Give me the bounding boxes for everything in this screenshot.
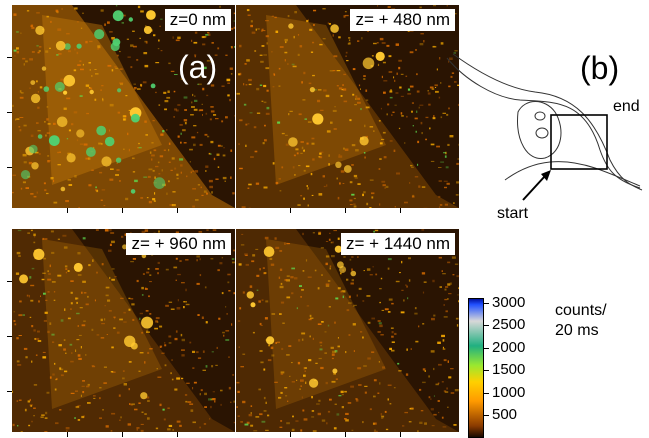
colorbar-tick — [484, 302, 489, 304]
z-label-480: z= + 480 nm — [350, 9, 455, 31]
cell-outline-lower — [504, 161, 641, 187]
colorbar-tick — [484, 392, 489, 394]
colorbar-tick-label: 2000 — [492, 338, 526, 356]
colorbar-tick — [484, 325, 489, 327]
image-z960-canvas — [12, 229, 235, 432]
scan-region-box — [550, 114, 608, 170]
nucleus-outline — [517, 101, 562, 159]
image-z480: z= + 480 nm — [236, 5, 459, 208]
colorbar-tick-label: 500 — [492, 406, 518, 424]
panel-b-label: (b) — [580, 50, 620, 86]
colorbar-tick — [484, 415, 489, 417]
colorbar-unit-line1: counts/ — [555, 302, 607, 319]
cell-outline-inner — [452, 53, 643, 191]
colorbar — [468, 298, 484, 438]
cell-sketch — [446, 53, 643, 201]
start-arrow-line — [522, 175, 546, 201]
colorbar-tick-label: 1000 — [492, 383, 526, 401]
nucleolus-1 — [534, 111, 546, 121]
colorbar-tick-label: 1500 — [492, 361, 526, 379]
colorbar-tick — [484, 347, 489, 349]
image-z1440-canvas — [236, 229, 459, 432]
image-z0: z=0 nm (a) — [12, 5, 235, 208]
image-z1440: z= + 1440 nm — [236, 229, 459, 432]
image-z960: z= + 960 nm — [12, 229, 235, 432]
z-label-1440: z= + 1440 nm — [341, 233, 455, 255]
start-label: start — [497, 205, 529, 222]
colorbar-tick-label: 3000 — [492, 293, 526, 311]
nucleolus-2 — [535, 127, 549, 139]
colorbar-tick — [484, 370, 489, 372]
colorbar-unit-line2: 20 ms — [555, 322, 599, 339]
panel-a-label: (a) — [178, 49, 218, 85]
colorbar-tick-label: 2500 — [492, 316, 526, 334]
image-z0-canvas — [12, 5, 235, 208]
image-z480-canvas — [236, 5, 459, 208]
cell-outline-outer — [446, 57, 641, 189]
start-arrow-head — [541, 170, 551, 181]
end-label: end — [613, 98, 640, 115]
z-label-960: z= + 960 nm — [126, 233, 231, 255]
z-label-0: z=0 nm — [164, 9, 231, 31]
